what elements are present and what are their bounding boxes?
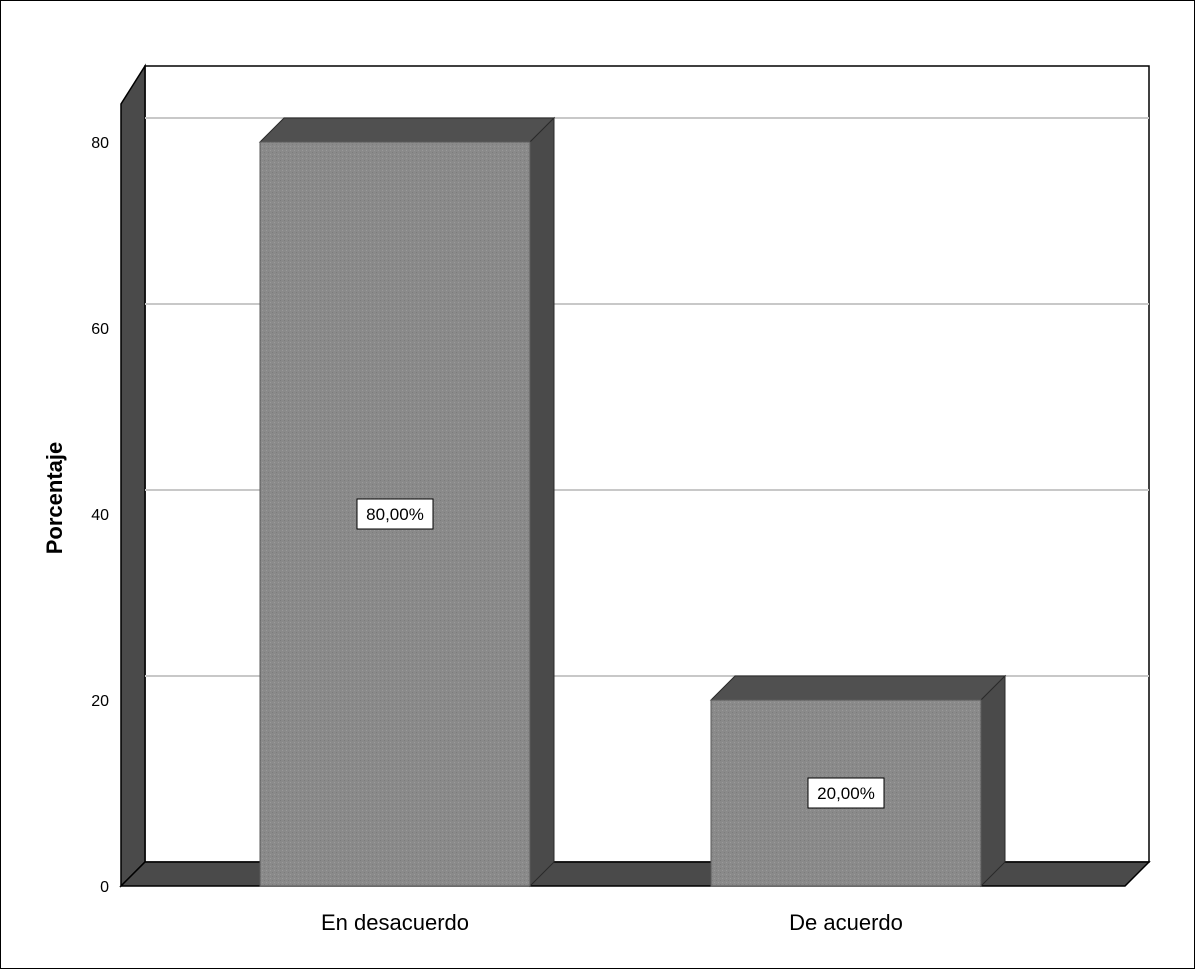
- data-label-box: [356, 498, 434, 530]
- bar-top-face: [709, 675, 1007, 701]
- y-tick-label: 60: [91, 321, 109, 338]
- data-label-box: [807, 777, 885, 809]
- y-tick-label: 80: [91, 135, 109, 152]
- data-label-text: 20,00%: [817, 784, 875, 803]
- bars: 80,00% 20,00%: [258, 116, 1007, 888]
- x-category-label: En desacuerdo: [321, 910, 469, 935]
- bar-side-face: [529, 116, 555, 888]
- y-tick-label: 20: [91, 693, 109, 710]
- bar-2: 20,00%: [709, 674, 1007, 888]
- left-wall: [120, 63, 146, 888]
- data-label-text: 80,00%: [366, 505, 424, 524]
- x-category-labels: En desacuerdo De acuerdo: [321, 910, 903, 935]
- x-category-label: De acuerdo: [789, 910, 903, 935]
- bar-side-face: [980, 674, 1006, 888]
- bar-top-face: [258, 117, 556, 143]
- data-label: 20,00%: [807, 777, 885, 809]
- y-tick-label: 0: [100, 879, 109, 896]
- data-label: 80,00%: [356, 498, 434, 530]
- bar-1: 80,00%: [258, 116, 556, 888]
- y-axis-title: Porcentaje: [42, 442, 67, 555]
- y-tick-label: 40: [91, 507, 109, 524]
- y-tick-labels: 0 20 40 60 80: [91, 135, 109, 896]
